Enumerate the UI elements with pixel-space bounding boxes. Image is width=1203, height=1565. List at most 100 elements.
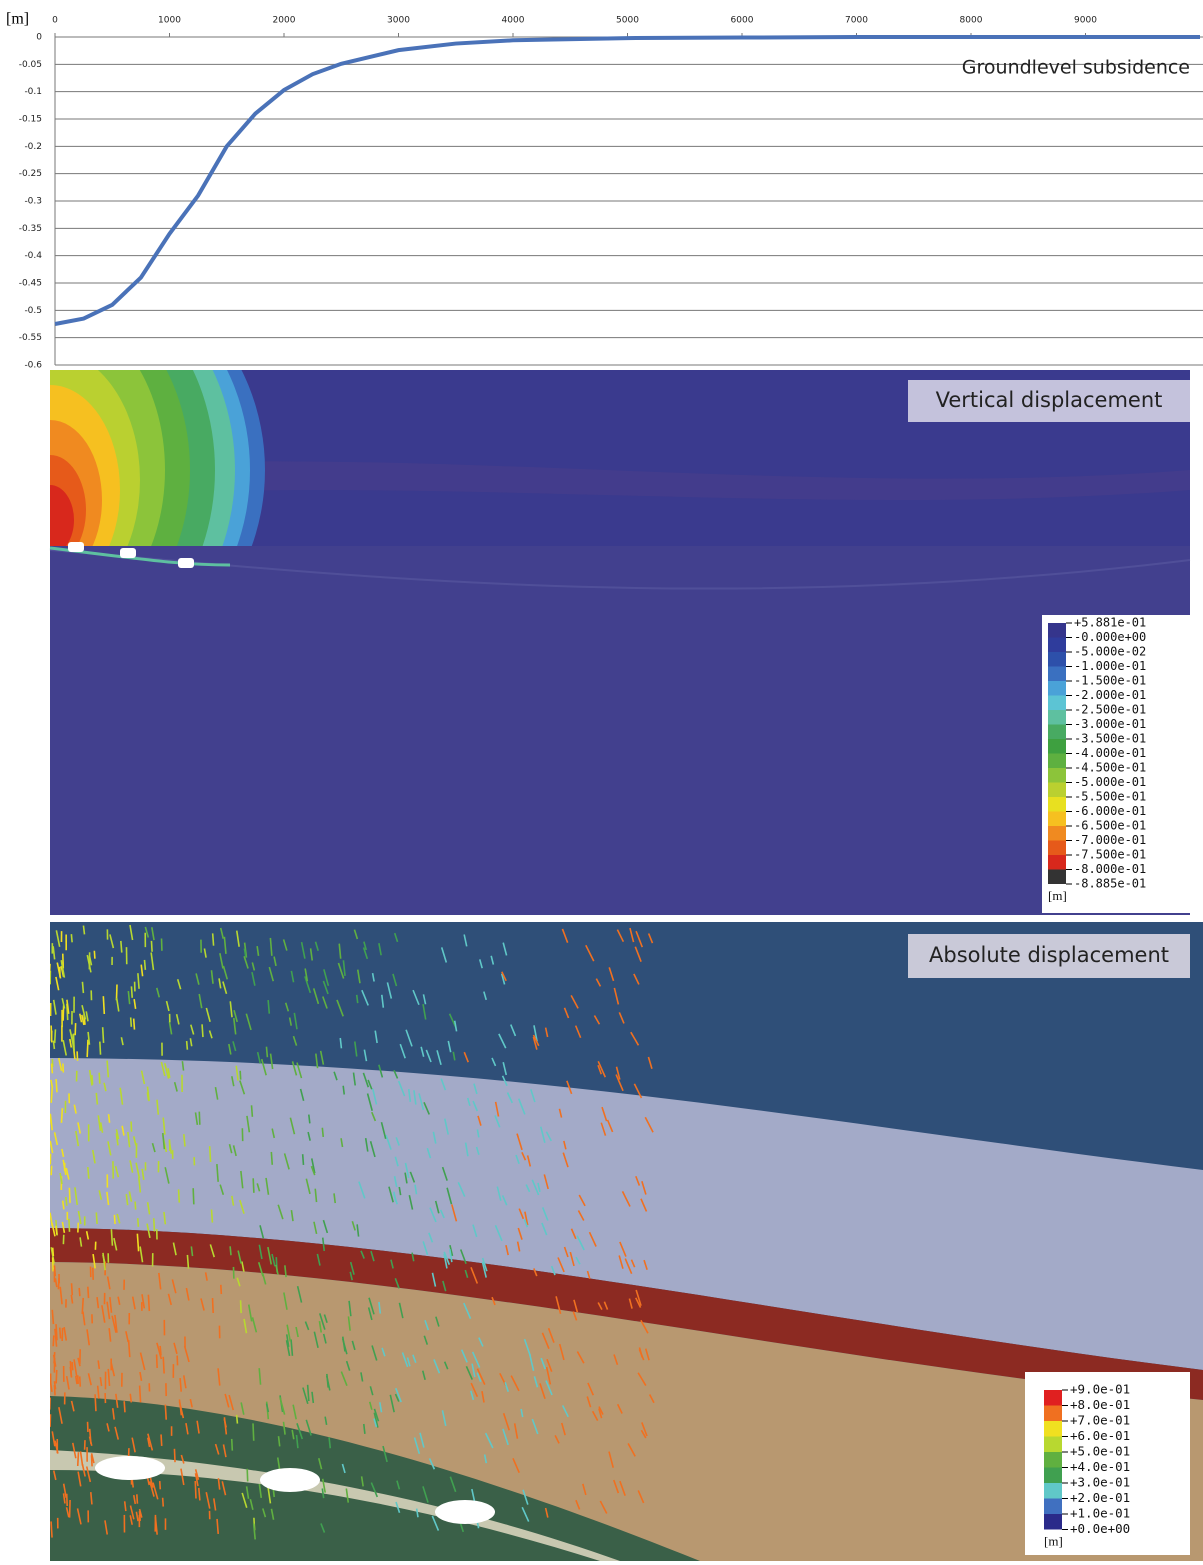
- arrow: [237, 1415, 238, 1424]
- legend-swatch: [1048, 826, 1066, 841]
- legend-label: +3.0e-01: [1070, 1475, 1130, 1490]
- arrow: [213, 933, 214, 945]
- legend-label: -5.000e-01: [1074, 775, 1146, 789]
- arrow: [140, 1386, 141, 1403]
- arrow: [211, 1209, 212, 1222]
- y-tick-label: -0.2: [24, 142, 42, 152]
- arrow: [303, 1154, 304, 1165]
- legend-label: -4.000e-01: [1074, 746, 1146, 760]
- chart-title: Groundlevel subsidence: [962, 57, 1190, 79]
- arrow: [53, 1257, 54, 1271]
- arrow: [163, 1498, 164, 1507]
- legend-label: -4.500e-01: [1074, 761, 1146, 775]
- legend-swatch: [1048, 696, 1066, 711]
- legend-swatch: [1044, 1514, 1062, 1530]
- arrow: [161, 1434, 162, 1445]
- arrow: [56, 1370, 57, 1384]
- legend-swatch: [1044, 1437, 1062, 1453]
- legend-label: +4.0e-01: [1070, 1459, 1130, 1474]
- arrow: [138, 1218, 139, 1227]
- arrow: [88, 1167, 89, 1179]
- arrow: [135, 1202, 136, 1210]
- x-tick-label: 9000: [1074, 16, 1097, 26]
- legend-swatch: [1048, 739, 1066, 754]
- arrow: [103, 1027, 104, 1043]
- arrow: [266, 1047, 267, 1057]
- legend-swatch: [1044, 1468, 1062, 1484]
- arrow: [99, 1073, 100, 1084]
- arrow: [88, 1287, 89, 1298]
- arrow: [134, 1019, 135, 1030]
- arrow: [340, 1038, 341, 1048]
- x-tick-label: 3000: [387, 16, 410, 26]
- legend-label: +1.0e-01: [1070, 1506, 1130, 1521]
- arrow: [193, 1188, 194, 1204]
- y-tick-label: -0.05: [19, 60, 42, 70]
- line: [55, 37, 1200, 324]
- arrow: [151, 941, 152, 952]
- panel-title: Absolute displacement: [929, 943, 1169, 967]
- legend-swatch: [1044, 1499, 1062, 1515]
- panel-title: Vertical displacement: [936, 388, 1163, 412]
- arrow: [72, 1362, 73, 1370]
- legend-swatch: [1044, 1406, 1062, 1422]
- x-tick-label: 8000: [960, 16, 983, 26]
- arrow: [163, 1357, 164, 1374]
- arrow: [199, 1488, 200, 1500]
- arrow: [70, 1500, 71, 1518]
- arrow: [82, 982, 83, 993]
- arrow: [253, 1423, 254, 1440]
- legend-swatch: [1044, 1421, 1062, 1437]
- legend-label: +9.0e-01: [1070, 1382, 1130, 1397]
- legend-swatch: [1044, 1483, 1062, 1499]
- arrow: [230, 1246, 231, 1255]
- legend: +5.881e-01-0.000e+00-5.000e-02-1.000e-01…: [1048, 616, 1146, 903]
- legend-swatch: [1048, 768, 1066, 783]
- arrow: [343, 1086, 344, 1095]
- legend-label: +8.0e-01: [1070, 1397, 1130, 1412]
- legend-unit: [m]: [1044, 1533, 1063, 1548]
- arrow: [271, 1152, 272, 1165]
- arrow: [51, 1166, 52, 1175]
- arrow: [252, 1105, 253, 1116]
- arrow: [364, 1424, 365, 1434]
- legend-label: +7.0e-01: [1070, 1413, 1130, 1428]
- x-tick-label: 5000: [616, 16, 639, 26]
- legend-swatch: [1048, 783, 1066, 798]
- arrow: [116, 984, 117, 1000]
- arrow: [180, 1378, 181, 1392]
- legend-label: +5.0e-01: [1070, 1444, 1130, 1459]
- arrow: [241, 1300, 242, 1313]
- arrow: [130, 1394, 131, 1403]
- arrow: [53, 1248, 54, 1256]
- legend-label: -7.500e-01: [1074, 848, 1146, 862]
- arrow: [145, 960, 146, 970]
- arrow: [55, 1029, 56, 1043]
- legend: +9.0e-01+8.0e-01+7.0e-01+6.0e-01+5.0e-01…: [1044, 1382, 1130, 1549]
- arrow: [71, 934, 72, 942]
- arrow: [202, 1024, 203, 1037]
- arrow: [60, 1328, 61, 1339]
- legend-label: -3.500e-01: [1074, 732, 1146, 746]
- legend-swatch: [1048, 638, 1066, 653]
- arrow: [154, 1218, 155, 1231]
- legend-label: +5.881e-01: [1074, 616, 1146, 630]
- arrow: [221, 1285, 222, 1294]
- arrow: [49, 1114, 50, 1130]
- arrow: [121, 941, 122, 953]
- arrow: [56, 1226, 57, 1235]
- y-tick-label: -0.15: [19, 115, 42, 125]
- arrow: [195, 1481, 196, 1499]
- legend-label: -3.000e-01: [1074, 717, 1146, 731]
- legend-label: -2.500e-01: [1074, 703, 1146, 717]
- arrow: [247, 1469, 248, 1482]
- x-tick-label: 0: [52, 16, 58, 26]
- arrow: [210, 1146, 211, 1162]
- arrow: [131, 1017, 132, 1026]
- arrow: [322, 1128, 323, 1137]
- x-tick-label: 1000: [158, 16, 181, 26]
- y-tick-label: -0.45: [19, 279, 42, 289]
- arrow: [213, 1298, 214, 1313]
- legend-swatch: [1048, 667, 1066, 682]
- arrow: [54, 1381, 55, 1389]
